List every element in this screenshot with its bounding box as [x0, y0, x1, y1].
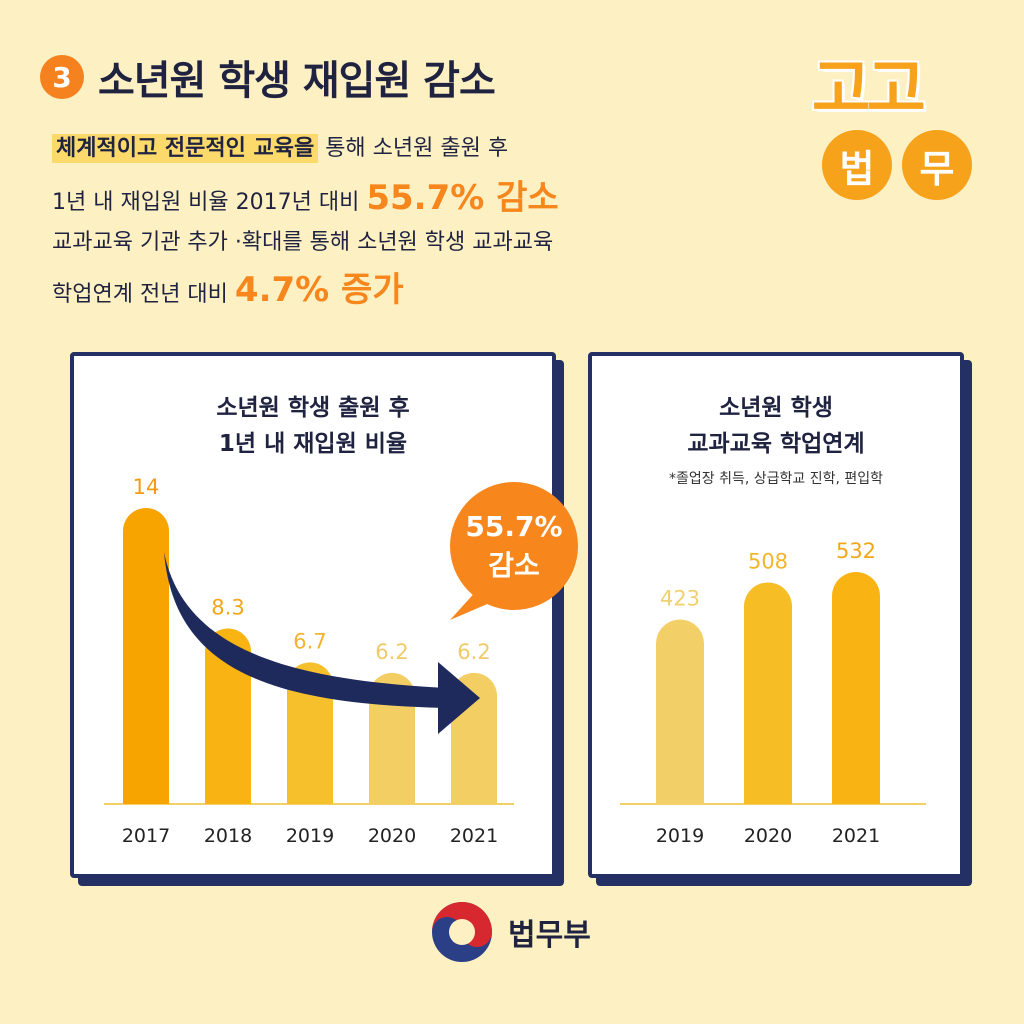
callout-bubble-shape — [450, 482, 578, 620]
linkage-chart-title-line-1: 소년원 학생 — [719, 395, 833, 421]
bar-2018 — [205, 628, 251, 804]
decrease-callout: 55.7% 감소 — [434, 480, 584, 630]
ministry-footer: 법무부 — [430, 900, 591, 964]
readmission-chart-panel: 소년원 학생 출원 후 1년 내 재입원 비율 14 2017 8.3 2018 6.7… — [70, 352, 556, 878]
readmission-chart-title-line-1: 소년원 학생 출원 후 — [216, 395, 410, 421]
linkage-chart-title-line-2: 교과교육 학업연계 — [687, 431, 865, 457]
description-line-1: 체계적이고 전문적인 교육을 통해 소년원 출원 후 — [52, 130, 509, 163]
data-label-2019: 423 — [660, 587, 700, 611]
data-label-2017: 14 — [133, 475, 160, 499]
section-number-badge: 3 — [40, 55, 84, 99]
decrease-stat: 55.7% 감소 — [366, 178, 559, 218]
callout-label: 감소 — [488, 549, 540, 582]
logo-circle-left: 법 — [822, 130, 892, 200]
data-label-2018: 8.3 — [211, 596, 244, 620]
taegeuk-emblem-icon — [432, 902, 492, 962]
callout-percent: 55.7% — [465, 510, 563, 543]
trend-arrowhead-icon — [438, 662, 480, 734]
ministry-name: 법무부 — [508, 918, 591, 953]
description-line-2-text: 1년 내 재입원 비율 2017년 대비 — [52, 190, 367, 215]
x-tick-2019: 2019 — [286, 825, 334, 847]
x-tick-2018: 2018 — [204, 825, 252, 847]
increase-stat: 4.7% 증가 — [234, 270, 404, 310]
logo-top-text: 고고 — [812, 53, 926, 127]
data-label-2021: 6.2 — [457, 640, 490, 664]
bar-2019 — [287, 662, 333, 804]
bar-2019 — [656, 619, 704, 804]
description-line-4: 학업연계 전년 대비 4.7% 증가 — [52, 262, 404, 311]
description-highlight: 체계적이고 전문적인 교육을 — [52, 134, 319, 163]
bar-2020 — [744, 582, 792, 804]
page-heading: 3 소년원 학생 재입원 감소 — [40, 48, 496, 106]
page-title: 소년원 학생 재입원 감소 — [98, 58, 496, 104]
description-line-4-text: 학업연계 전년 대비 — [52, 282, 235, 307]
trend-arrow-body — [164, 552, 446, 708]
data-label-2019: 6.7 — [293, 629, 326, 653]
x-tick-2020: 2020 — [368, 825, 416, 847]
gogo-beopmu-logo: 고고 법 무 — [812, 38, 982, 208]
data-label-2020: 508 — [748, 549, 788, 573]
bar-2021 — [832, 572, 880, 804]
x-tick-2019: 2019 — [656, 825, 704, 847]
logo-circle-right: 무 — [902, 130, 972, 200]
readmission-chart: 14 2017 8.3 2018 6.7 2019 6.2 2020 6.2 2021 — [104, 475, 514, 847]
data-label-2021: 532 — [836, 539, 876, 563]
linkage-chart-note: *졸업장 취득, 상급학교 진학, 편입학 — [668, 471, 884, 487]
x-tick-2017: 2017 — [122, 825, 170, 847]
readmission-chart-title-line-2: 1년 내 재입원 비율 — [218, 431, 408, 457]
x-tick-2021: 2021 — [450, 825, 498, 847]
description-line-3: 교과교육 기관 추가 ·확대를 통해 소년원 학생 교과교육 — [52, 230, 554, 255]
academic-linkage-chart-panel: 소년원 학생 교과교육 학업연계 *졸업장 취득, 상급학교 진학, 편입학 4… — [588, 352, 964, 878]
bar-2017 — [123, 508, 169, 804]
data-label-2020: 6.2 — [375, 640, 408, 664]
description-line-2: 1년 내 재입원 비율 2017년 대비 55.7% 감소 — [52, 170, 559, 219]
academic-linkage-chart: 423 2019 508 2020 532 2021 — [620, 539, 926, 847]
x-tick-2021: 2021 — [832, 825, 880, 847]
description-line-1-rest: 통해 소년원 출원 후 — [318, 136, 509, 161]
x-tick-2020: 2020 — [744, 825, 792, 847]
